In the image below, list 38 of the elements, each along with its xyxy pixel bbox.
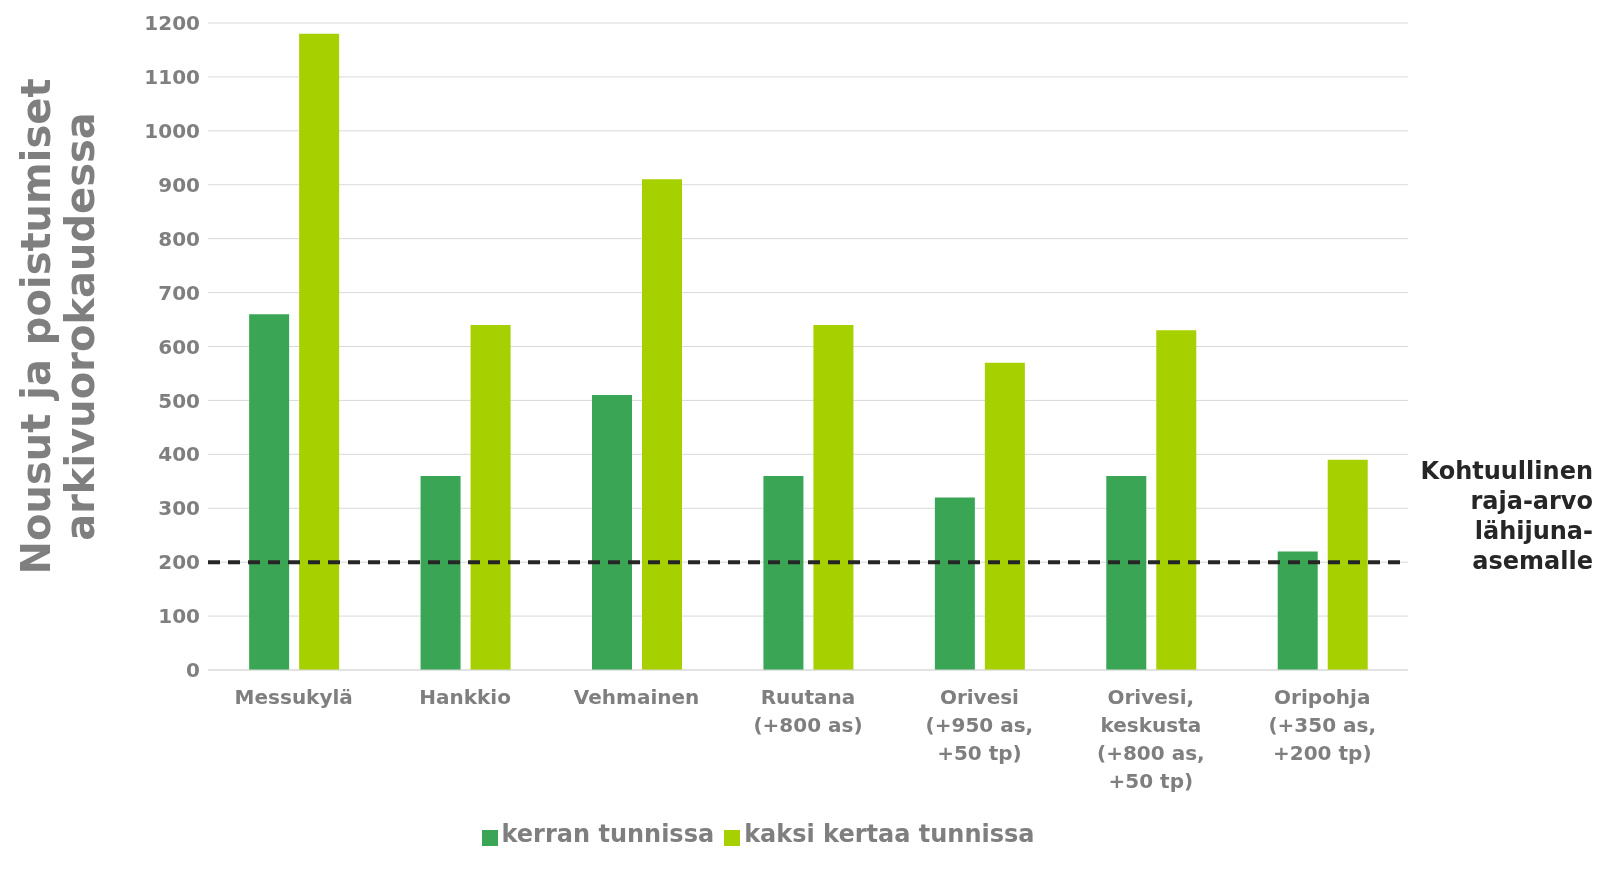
y-axis-title: Nousut ja poistumiset arkivuorokaudessa [13, 78, 103, 575]
bar [592, 395, 632, 670]
bar [763, 475, 804, 670]
y-tick-label: 1000 [144, 118, 200, 143]
y-tick-label: 800 [158, 226, 200, 251]
x-tick-label: Orivesi (+950 as, +50 tp) [925, 685, 1034, 765]
x-tick-label: Vehmainen [573, 685, 700, 709]
bar [420, 475, 461, 670]
bar [1327, 459, 1368, 670]
bar [1106, 475, 1147, 670]
x-tick-label: Orivesi, keskusta (+800 as, +50 tp) [1097, 685, 1205, 793]
bar [470, 324, 511, 670]
bar [1156, 330, 1197, 670]
legend-label: kaksi kertaa tunnissa [744, 820, 1035, 848]
bar [1277, 551, 1318, 670]
bar [934, 497, 975, 670]
y-tick-label: 600 [158, 334, 200, 359]
y-tick-label: 1100 [144, 65, 200, 90]
y-tick-label: 900 [158, 172, 200, 197]
bar [813, 324, 854, 670]
bar [642, 179, 682, 670]
x-tick-label: Messukylä [234, 685, 353, 709]
y-tick-label: 200 [158, 550, 200, 575]
x-tick-label: Ruutana (+800 as) [753, 685, 863, 737]
y-tick-label: 500 [158, 388, 200, 413]
y-tick-label: 0 [186, 658, 200, 683]
y-tick-label: 100 [158, 604, 200, 629]
bar [984, 362, 1025, 670]
x-tick-label: Hankkio [419, 685, 511, 709]
bar [299, 33, 340, 670]
x-tick-label: Oripohja (+350 as, +200 tp) [1268, 685, 1377, 765]
ref-line-label: Kohtuullinen raja-arvo lähijuna- asemalle [1420, 457, 1593, 576]
legend-label: kerran tunnissa [501, 820, 715, 848]
y-tick-label: 1200 [144, 11, 200, 36]
y-tick-label: 400 [158, 442, 200, 467]
y-tick-label: 300 [158, 496, 200, 521]
y-tick-label: 700 [158, 280, 200, 305]
bar [249, 314, 290, 670]
